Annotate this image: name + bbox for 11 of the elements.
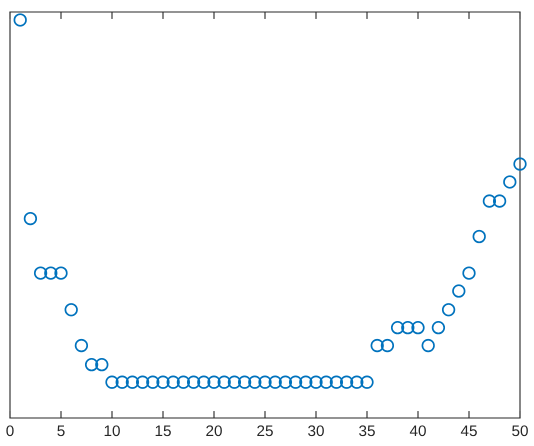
x-tick-label: 0 [6,425,14,436]
x-tick-label: 10 [104,425,120,436]
x-tick-label: 20 [206,425,222,436]
x-tick-label: 45 [460,426,477,436]
x-tick-label: 15 [156,426,171,436]
x-tick-label: 25 [257,425,273,436]
x-tick-label: 40 [410,425,426,436]
x-tick-label: 35 [359,425,375,436]
x-tick-label: 5 [57,426,65,436]
x-tick-label: 30 [308,425,324,436]
x-tick-label: 50 [512,425,528,436]
